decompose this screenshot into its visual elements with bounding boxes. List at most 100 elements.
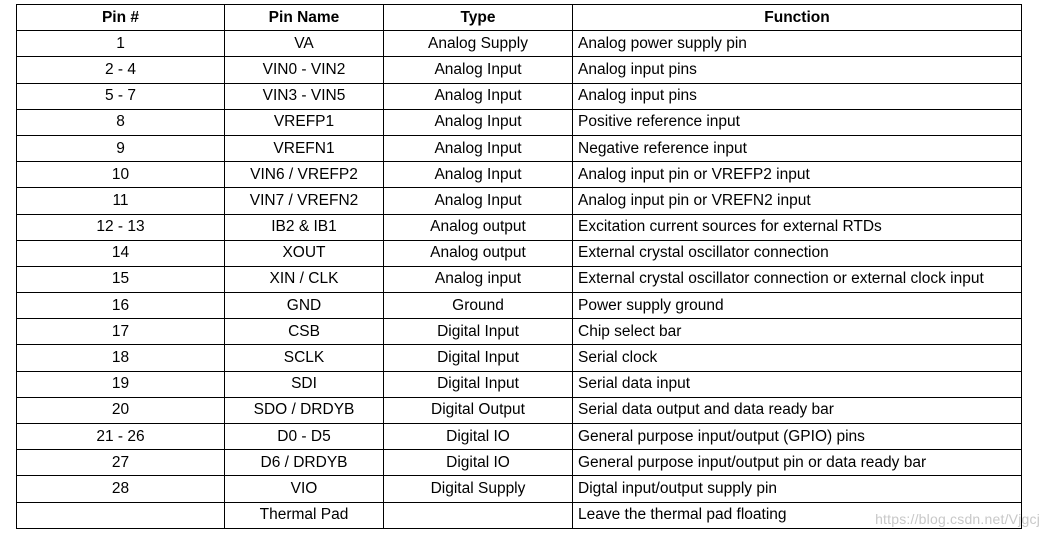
function-cell: Serial data input [572, 370, 1022, 398]
table-row: 11 VIN7 / VREFN2 Analog Input Analog input … [16, 187, 1022, 215]
type-cell: Analog Input [383, 134, 573, 163]
type-cell: Ground [383, 292, 573, 320]
table-row: 16 GND Ground Power supply ground [16, 292, 1022, 320]
function-cell: Digtal input/output supply pin [572, 475, 1022, 503]
pin-number-cell: 10 [16, 161, 225, 189]
type-cell: Analog Supply [383, 30, 573, 58]
pin-name-cell: SDI [224, 370, 384, 398]
type-cell: Analog Input [383, 82, 573, 110]
table-row: 17 CSB Digital Input Chip select bar [16, 318, 1022, 346]
pin-name-cell: VIN7 / VREFN2 [224, 187, 384, 215]
pin-number-cell: 28 [16, 475, 225, 503]
table-row: 10 VIN6 / VREFP2 Analog Input Analog input … [16, 161, 1022, 189]
table-row: 19 SDI Digital Input Serial data input [16, 370, 1022, 398]
type-cell: Analog Input [383, 187, 573, 215]
table-header-row: Pin # Pin Name Type Function [16, 3, 1022, 32]
function-cell: General purpose input/output pin or data… [572, 449, 1022, 477]
table-row: 15 XIN / CLK Analog input External crystal … [16, 265, 1022, 294]
watermark-text: https://blog.csdn.net/Vjgcj [875, 511, 1040, 527]
pin-number-cell: 18 [16, 344, 225, 372]
table-row: 5 - 7 VIN3 - VIN5 Analog Input Analog input… [16, 82, 1022, 110]
header-type: Type [383, 3, 573, 32]
table-row: 27 D6 / DRDYB Digital IO General purpose in… [16, 449, 1022, 477]
table-row: 8 VREFP1 Analog Input Positive reference in… [16, 108, 1022, 136]
pin-number-cell: 1 [16, 30, 225, 58]
type-cell: Digital Input [383, 370, 573, 398]
pin-name-cell: GND [224, 292, 384, 320]
pin-name-cell: VA [224, 30, 384, 58]
table-row: 1 VA Analog Supply Analog power supply pin [16, 30, 1022, 58]
pin-name-cell: D0 - D5 [224, 422, 384, 451]
function-cell: Analog input pins [572, 82, 1022, 110]
type-cell: Analog input [383, 265, 573, 294]
type-cell: Digital IO [383, 449, 573, 477]
pin-name-cell: XIN / CLK [224, 265, 384, 294]
pin-number-cell: 17 [16, 318, 225, 346]
table-row: Thermal Pad Leave the thermal pad floatin… [16, 501, 1022, 529]
table-row: 28 VIO Digital Supply Digtal input/output s… [16, 475, 1022, 503]
pin-name-cell: D6 / DRDYB [224, 449, 384, 477]
pin-number-cell: 11 [16, 187, 225, 215]
header-pin-number: Pin # [16, 3, 225, 32]
table-row: 18 SCLK Digital Input Serial clock [16, 344, 1022, 372]
pin-number-cell: 20 [16, 396, 225, 425]
pin-name-cell: CSB [224, 318, 384, 346]
pin-number-cell: 9 [16, 134, 225, 163]
pin-number-cell: 15 [16, 265, 225, 294]
function-cell: Analog power supply pin [572, 30, 1022, 58]
pin-name-cell: Thermal Pad [224, 501, 384, 529]
pin-name-cell: VIN6 / VREFP2 [224, 161, 384, 189]
table-row: 2 - 4 VIN0 - VIN2 Analog Input Analog input… [16, 56, 1022, 84]
pin-number-cell [16, 501, 225, 529]
type-cell [383, 501, 573, 529]
pin-description-table: Pin # Pin Name Type Function 1 VA Analog S… [16, 3, 1022, 529]
type-cell: Digital Output [383, 396, 573, 425]
pin-number-cell: 16 [16, 292, 225, 320]
table-row: 20 SDO / DRDYB Digital Output Serial data o… [16, 396, 1022, 425]
function-cell: Excitation current sources for external … [572, 213, 1022, 241]
pin-number-cell: 12 - 13 [16, 213, 225, 241]
pin-name-cell: SCLK [224, 344, 384, 372]
type-cell: Digital IO [383, 422, 573, 451]
pin-name-cell: VIO [224, 475, 384, 503]
function-cell: External crystal oscillator connection o… [572, 265, 1022, 294]
pin-number-cell: 5 - 7 [16, 82, 225, 110]
pin-name-cell: IB2 & IB1 [224, 213, 384, 241]
type-cell: Analog Input [383, 56, 573, 84]
pin-name-cell: VREFP1 [224, 108, 384, 136]
pin-number-cell: 21 - 26 [16, 422, 225, 451]
pin-number-cell: 14 [16, 239, 225, 267]
function-cell: Serial clock [572, 344, 1022, 372]
function-cell: Negative reference input [572, 134, 1022, 163]
table-row: 14 XOUT Analog output External crystal osci… [16, 239, 1022, 267]
type-cell: Digital Supply [383, 475, 573, 503]
pin-number-cell: 2 - 4 [16, 56, 225, 84]
type-cell: Analog Input [383, 108, 573, 136]
pin-name-cell: XOUT [224, 239, 384, 267]
function-cell: Chip select bar [572, 318, 1022, 346]
function-cell: General purpose input/output (GPIO) pins [572, 422, 1022, 451]
pin-name-cell: VIN0 - VIN2 [224, 56, 384, 84]
pin-number-cell: 27 [16, 449, 225, 477]
pin-name-cell: VREFN1 [224, 134, 384, 163]
function-cell: Positive reference input [572, 108, 1022, 136]
function-cell: Serial data output and data ready bar [572, 396, 1022, 425]
pin-name-cell: VIN3 - VIN5 [224, 82, 384, 110]
table-body: 1 VA Analog Supply Analog power supply pin 2… [16, 30, 1022, 529]
function-cell: Analog input pin or VREFP2 input [572, 161, 1022, 189]
table-row: 12 - 13 IB2 & IB1 Analog output Excitation … [16, 213, 1022, 241]
pin-name-cell: SDO / DRDYB [224, 396, 384, 425]
function-cell: Leave the thermal pad floating [572, 501, 1022, 529]
function-cell: Analog input pins [572, 56, 1022, 84]
pin-number-cell: 8 [16, 108, 225, 136]
table-row: 21 - 26 D0 - D5 Digital IO General purpose … [16, 422, 1022, 451]
header-function: Function [572, 3, 1022, 32]
type-cell: Analog output [383, 239, 573, 267]
type-cell: Digital Input [383, 344, 573, 372]
function-cell: Power supply ground [572, 292, 1022, 320]
type-cell: Analog output [383, 213, 573, 241]
type-cell: Analog Input [383, 161, 573, 189]
function-cell: External crystal oscillator connection [572, 239, 1022, 267]
header-pin-name: Pin Name [224, 3, 384, 32]
pin-number-cell: 19 [16, 370, 225, 398]
